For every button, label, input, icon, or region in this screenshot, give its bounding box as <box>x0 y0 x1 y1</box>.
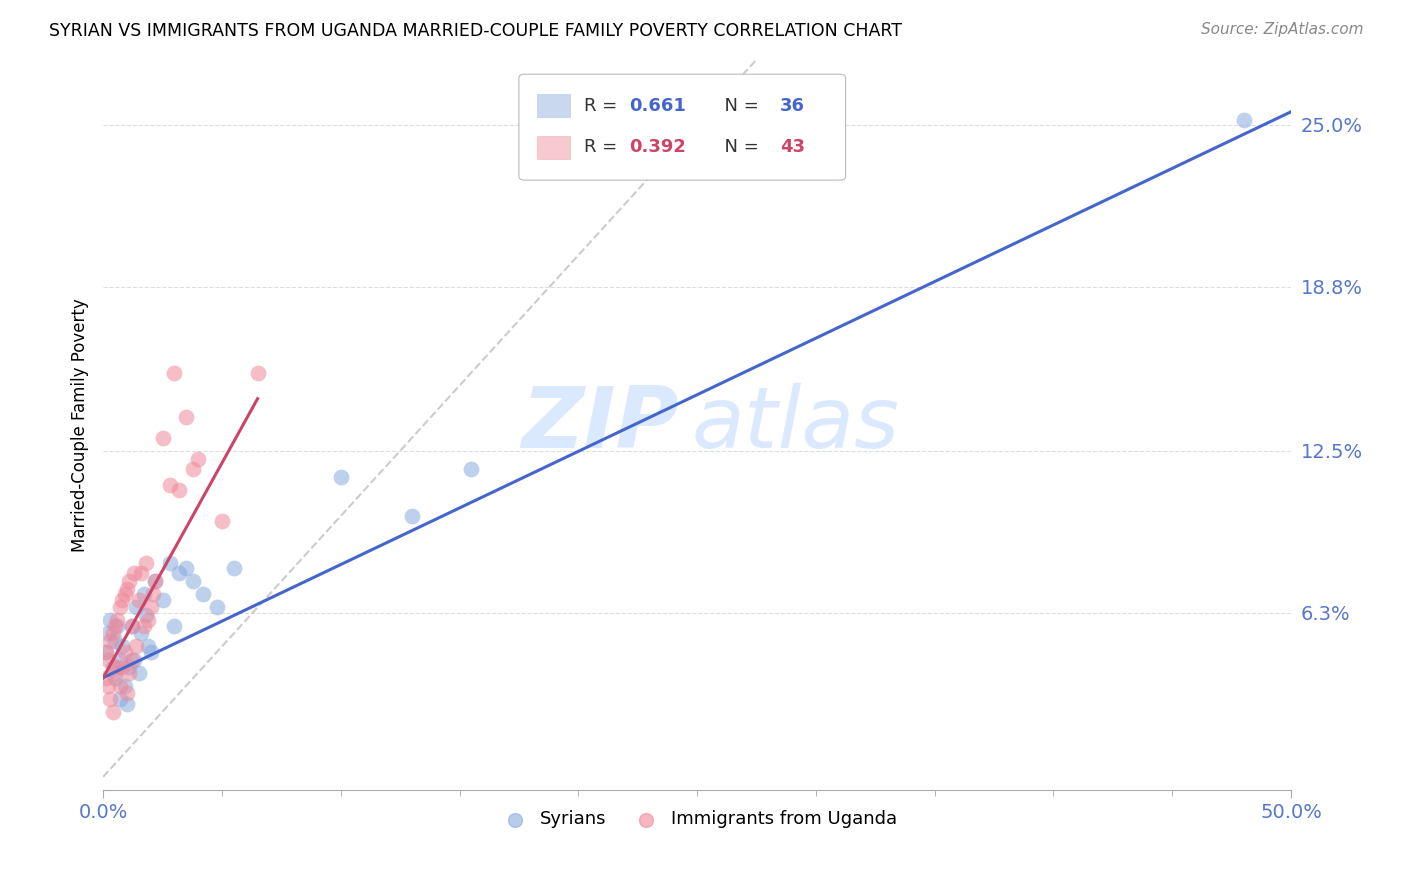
Point <box>145 574 167 589</box>
Point <box>183 462 205 476</box>
Point <box>121 652 143 666</box>
Point <box>152 431 174 445</box>
FancyBboxPatch shape <box>537 94 569 117</box>
Point <box>108 691 131 706</box>
Text: SYRIAN VS IMMIGRANTS FROM UGANDA MARRIED-COUPLE FAMILY POVERTY CORRELATION CHART: SYRIAN VS IMMIGRANTS FROM UGANDA MARRIED… <box>49 22 903 40</box>
Point <box>128 592 150 607</box>
Point <box>97 679 120 693</box>
Point <box>104 618 127 632</box>
Text: N =: N = <box>713 96 763 114</box>
Point <box>105 613 128 627</box>
Point <box>105 660 128 674</box>
Point <box>246 366 269 380</box>
Point <box>132 587 155 601</box>
Point <box>104 634 127 648</box>
Point <box>114 679 136 693</box>
FancyBboxPatch shape <box>537 136 569 159</box>
Point <box>128 665 150 680</box>
Point <box>104 671 127 685</box>
Point <box>159 477 181 491</box>
Text: atlas: atlas <box>692 384 900 467</box>
Point <box>139 645 162 659</box>
Point <box>118 574 141 589</box>
Point <box>125 640 148 654</box>
Text: 36: 36 <box>780 96 806 114</box>
Point <box>108 679 131 693</box>
Point <box>132 618 155 632</box>
Point <box>129 626 152 640</box>
Point <box>174 409 197 424</box>
Point <box>174 561 197 575</box>
Point <box>121 618 143 632</box>
Y-axis label: Married-Couple Family Poverty: Married-Couple Family Poverty <box>72 298 89 551</box>
Point <box>163 618 186 632</box>
Point <box>97 652 120 666</box>
Point <box>94 645 117 659</box>
Point <box>163 366 186 380</box>
Point <box>211 514 233 528</box>
Point <box>222 561 245 575</box>
Point <box>145 574 167 589</box>
Text: R =: R = <box>585 96 623 114</box>
Point <box>94 671 117 685</box>
Point <box>104 665 127 680</box>
Point <box>98 634 121 648</box>
Point <box>98 613 121 627</box>
Point <box>98 691 121 706</box>
Point <box>191 587 214 601</box>
Point <box>135 556 157 570</box>
Point <box>114 587 136 601</box>
Point <box>101 705 124 719</box>
Point <box>111 640 134 654</box>
Point <box>118 660 141 674</box>
Point <box>115 697 138 711</box>
Point <box>183 574 205 589</box>
Point <box>121 618 143 632</box>
Point <box>159 556 181 570</box>
Point <box>142 587 165 601</box>
Point <box>101 660 124 674</box>
Point <box>108 652 131 666</box>
Point <box>94 645 117 659</box>
Point <box>129 566 152 581</box>
Point <box>136 613 159 627</box>
Point <box>1232 112 1254 127</box>
Point <box>139 600 162 615</box>
Point <box>122 652 145 666</box>
Text: 0.661: 0.661 <box>630 96 686 114</box>
Point <box>205 600 228 615</box>
Point <box>114 645 136 659</box>
Point <box>401 509 423 524</box>
Point <box>187 451 209 466</box>
Point <box>167 483 190 497</box>
Text: 43: 43 <box>780 138 806 156</box>
Point <box>122 566 145 581</box>
Point <box>152 592 174 607</box>
Point <box>111 592 134 607</box>
Point <box>115 686 138 700</box>
Text: ZIP: ZIP <box>522 384 679 467</box>
Point <box>135 608 157 623</box>
Point <box>101 626 124 640</box>
Point <box>97 626 120 640</box>
Point <box>111 660 134 674</box>
Point <box>108 600 131 615</box>
FancyBboxPatch shape <box>519 74 845 180</box>
Text: 0.392: 0.392 <box>630 138 686 156</box>
Point <box>125 600 148 615</box>
Point <box>105 618 128 632</box>
Legend: Syrians, Immigrants from Uganda: Syrians, Immigrants from Uganda <box>489 803 905 836</box>
Point <box>136 640 159 654</box>
Point <box>118 665 141 680</box>
Point <box>115 582 138 596</box>
Point <box>460 462 482 476</box>
Text: N =: N = <box>713 138 763 156</box>
Text: Source: ZipAtlas.com: Source: ZipAtlas.com <box>1201 22 1364 37</box>
Point <box>329 470 352 484</box>
Text: R =: R = <box>585 138 623 156</box>
Point <box>167 566 190 581</box>
